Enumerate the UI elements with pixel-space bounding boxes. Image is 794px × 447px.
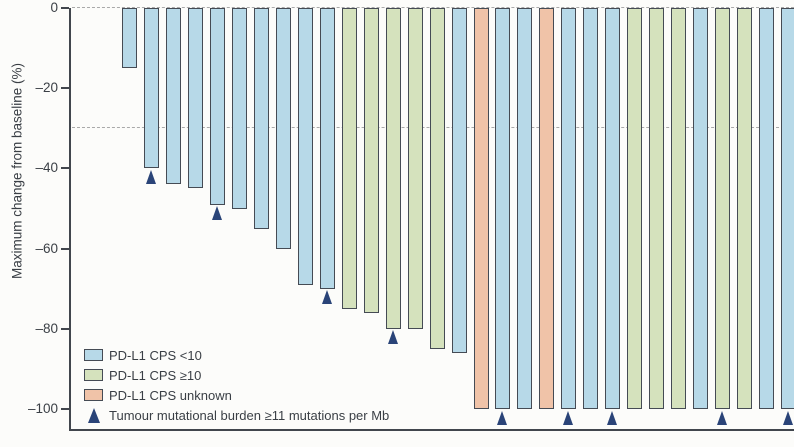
bar: [473, 8, 489, 409]
legend-label: PD-L1 CPS ≥10: [109, 367, 202, 383]
legend-label: PD-L1 CPS unknown: [109, 387, 232, 403]
tmb-triangle-icon: [607, 410, 618, 425]
bar: [297, 8, 313, 285]
y-tick: [61, 327, 69, 330]
legend-label: PD-L1 CPS <10: [109, 347, 202, 363]
tmb-triangle-icon: [717, 410, 728, 425]
reference-dashed-line: [72, 7, 794, 8]
cps-ge10-swatch-icon: [84, 368, 103, 382]
bar: [231, 8, 247, 209]
y-axis-line: [69, 8, 71, 431]
bar: [363, 8, 379, 313]
y-tick-label: –20: [35, 80, 58, 96]
tmb-triangle-icon: [387, 330, 398, 345]
tmb-triangle-icon: [87, 407, 100, 423]
bar: [275, 8, 291, 249]
bar: [209, 8, 225, 205]
y-tick: [61, 167, 69, 170]
tmb-triangle-icon: [497, 410, 508, 425]
bar: [517, 8, 533, 409]
bar: [122, 8, 137, 69]
bar: [583, 8, 599, 409]
legend-item-cps-unknown: PD-L1 CPS unknown: [84, 385, 389, 405]
bar: [253, 8, 269, 229]
bar: [407, 8, 423, 329]
bar: [605, 8, 621, 409]
legend-item-cps-ge10: PD-L1 CPS ≥10: [84, 365, 389, 385]
bar: [187, 8, 203, 189]
bar: [451, 8, 467, 353]
bar: [429, 8, 445, 349]
y-tick-label: –80: [35, 320, 58, 336]
bar: [495, 8, 511, 409]
bar: [781, 8, 794, 409]
bar: [715, 8, 731, 409]
bar: [627, 8, 643, 409]
cps-lt10-swatch-icon: [84, 348, 103, 362]
y-tick: [61, 408, 69, 410]
bar: [385, 8, 401, 329]
bar: [649, 8, 665, 409]
legend: PD-L1 CPS <10 PD-L1 CPS ≥10 PD-L1 CPS un…: [84, 345, 389, 425]
x-axis-line: [69, 429, 794, 431]
bar: [759, 8, 774, 409]
y-tick: [61, 7, 69, 9]
y-tick: [61, 87, 69, 90]
y-tick-label: –100: [27, 401, 58, 416]
tmb-triangle-icon: [146, 169, 156, 184]
y-tick-label: –60: [35, 240, 58, 256]
bar: [561, 8, 577, 409]
y-tick-label: 0: [50, 0, 58, 15]
tmb-triangle-icon: [563, 410, 574, 425]
bar: [539, 8, 555, 409]
legend-item-tmb: Tumour mutational burden ≥11 mutations p…: [84, 405, 389, 425]
legend-item-cps-lt10: PD-L1 CPS <10: [84, 345, 389, 365]
y-tick-label: –40: [35, 160, 58, 176]
tmb-triangle-icon: [211, 206, 222, 220]
y-tick: [61, 247, 69, 250]
bar: [165, 8, 181, 185]
bar: [144, 8, 159, 169]
bar: [737, 8, 752, 409]
bar: [671, 8, 687, 409]
tmb-triangle-icon: [321, 290, 332, 305]
bar: [693, 8, 709, 409]
cps-unknown-swatch-icon: [84, 388, 103, 402]
tmb-triangle-icon: [783, 410, 793, 425]
bar: [319, 8, 335, 289]
bar: [341, 8, 357, 309]
legend-label: Tumour mutational burden ≥11 mutations p…: [109, 407, 390, 423]
